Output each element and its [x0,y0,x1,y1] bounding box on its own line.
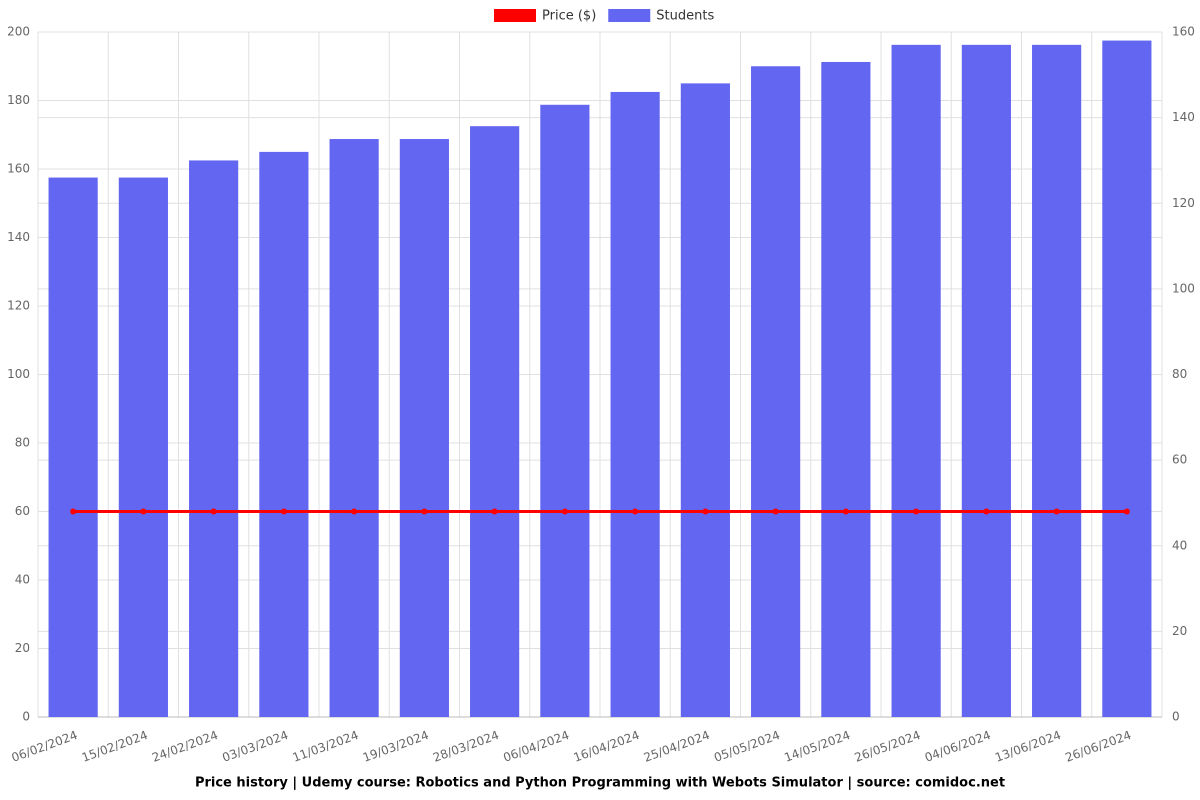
y2-tick-label: 80 [1172,367,1187,381]
price-point [561,508,568,515]
x-tick-label: 05/05/2024 [712,728,782,765]
price-point [351,508,358,515]
y-tick-label: 100 [7,367,30,381]
y2-tick-label: 160 [1172,25,1195,39]
x-tick-label: 16/04/2024 [572,728,642,765]
price-point [702,508,709,515]
bar [891,44,941,717]
x-tick-label: 24/02/2024 [150,728,220,765]
price-point [632,508,639,515]
x-tick-label: 06/02/2024 [10,728,80,765]
y-tick-label: 80 [15,436,30,450]
x-tick-label: 25/04/2024 [642,728,712,765]
price-point [210,508,217,515]
bar [399,139,449,717]
bar [540,104,590,717]
x-tick-label: 11/03/2024 [291,728,361,765]
y-tick-label: 60 [15,504,30,518]
bar [961,44,1011,717]
legend-label: Price ($) [542,9,596,24]
y2-tick-label: 0 [1172,710,1180,724]
price-point [140,508,147,515]
y2-tick-label: 140 [1172,110,1195,124]
legend-label: Students [656,9,714,24]
y2-tick-label: 120 [1172,196,1195,210]
bar [118,177,168,717]
bar [821,61,871,717]
price-point [772,508,779,515]
y-tick-label: 40 [15,573,30,587]
bar [329,139,379,717]
bar [610,91,660,717]
legend-swatch [608,9,651,22]
price-point [913,508,920,515]
bar [470,126,520,717]
price-point [491,508,498,515]
y2-tick-label: 100 [1172,281,1195,295]
y2-tick-label: 40 [1172,538,1187,552]
price-point [70,508,77,515]
bar [751,66,801,717]
legend-swatch [494,9,536,22]
bar [48,177,98,717]
chart-title: Price history | Udemy course: Robotics a… [195,776,1005,791]
bar [1102,40,1152,717]
bar [189,160,239,717]
x-tick-label: 03/03/2024 [220,728,290,765]
price-point [1123,508,1130,515]
y-tick-label: 160 [7,162,30,176]
y-tick-label: 120 [7,299,30,313]
bar [259,151,309,717]
price-point [421,508,428,515]
x-tick-label: 26/06/2024 [1063,728,1133,765]
y-tick-label: 140 [7,230,30,244]
price-point [842,508,849,515]
x-tick-label: 14/05/2024 [782,728,852,765]
bar [680,83,730,717]
y-tick-label: 200 [7,25,30,39]
x-tick-label: 04/06/2024 [923,728,993,765]
y2-tick-label: 60 [1172,453,1187,467]
x-tick-label: 19/03/2024 [361,728,431,765]
y-tick-label: 180 [7,93,30,107]
price-point [1053,508,1060,515]
price-point [983,508,990,515]
x-tick-label: 28/03/2024 [431,728,501,765]
x-tick-label: 13/06/2024 [993,728,1063,765]
y-tick-label: 0 [22,710,30,724]
price-point [280,508,287,515]
x-tick-label: 26/05/2024 [853,728,923,765]
x-tick-label: 15/02/2024 [80,728,150,765]
y2-tick-label: 20 [1172,624,1187,638]
y-tick-label: 20 [15,641,30,655]
x-tick-label: 06/04/2024 [501,728,571,765]
bar [1032,44,1082,717]
